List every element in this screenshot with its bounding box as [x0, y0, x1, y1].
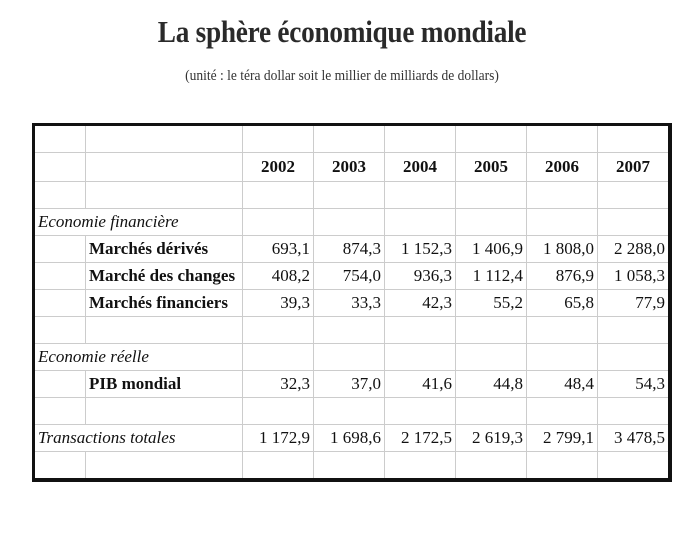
year-header: 2005	[455, 152, 527, 182]
page-title: La sphère économique mondiale	[157, 14, 527, 49]
value-cell: 1 406,9	[455, 235, 527, 263]
value-cell: 1 112,4	[455, 262, 527, 290]
value-cell: 33,3	[313, 289, 385, 317]
value-cell: 1 808,0	[526, 235, 598, 263]
year-header: 2002	[242, 152, 314, 182]
value-cell: 2 619,3	[455, 424, 527, 452]
value-cell: 32,3	[242, 370, 314, 398]
row-label: Marchés financiers	[85, 289, 243, 317]
value-cell: 77,9	[597, 289, 671, 317]
value-cell: 41,6	[384, 370, 456, 398]
value-cell: 39,3	[242, 289, 314, 317]
value-cell: 54,3	[597, 370, 671, 398]
header-row: 2002 2003 2004 2005 2006 2007	[33, 152, 671, 182]
value-cell: 1 058,3	[597, 262, 671, 290]
value-cell: 1 152,3	[384, 235, 456, 263]
row-label: Marchés dérivés	[85, 235, 243, 263]
blank-row	[33, 181, 671, 209]
value-cell: 2 799,1	[526, 424, 598, 452]
value-cell: 2 288,0	[597, 235, 671, 263]
value-cell: 3 478,5	[597, 424, 671, 452]
total-row: Transactions totales 1 172,9 1 698,6 2 172,…	[33, 424, 671, 452]
table-row: PIB mondial 32,3 37,0 41,6 44,8 48,4 54,3	[33, 370, 671, 398]
value-cell: 37,0	[313, 370, 385, 398]
total-label: Transactions totales	[33, 424, 243, 452]
year-header: 2004	[384, 152, 456, 182]
value-cell: 754,0	[313, 262, 385, 290]
value-cell: 48,4	[526, 370, 598, 398]
value-cell: 65,8	[526, 289, 598, 317]
value-cell: 874,3	[313, 235, 385, 263]
value-cell: 1 172,9	[242, 424, 314, 452]
row-label: PIB mondial	[85, 370, 243, 398]
value-cell: 936,3	[384, 262, 456, 290]
subtitle: (unité : le téra dollar soit le millier …	[185, 68, 499, 84]
year-header: 2007	[597, 152, 671, 182]
value-cell: 44,8	[455, 370, 527, 398]
blank-row	[33, 316, 671, 344]
value-cell: 408,2	[242, 262, 314, 290]
row-label: Marché des changes	[85, 262, 243, 290]
section-row: Economie financière	[33, 208, 671, 236]
table-row: Marché des changes 408,2 754,0 936,3 1 112,4…	[33, 262, 671, 290]
year-header: 2003	[313, 152, 385, 182]
table-row: Marchés dérivés 693,1 874,3 1 152,3 1 406,9 1…	[33, 235, 671, 263]
blank-row	[33, 451, 671, 481]
table-row: Marchés financiers 39,3 33,3 42,3 55,2 65,8 77…	[33, 289, 671, 317]
section-label: Economie financière	[33, 208, 243, 236]
value-cell: 1 698,6	[313, 424, 385, 452]
value-cell: 2 172,5	[384, 424, 456, 452]
value-cell: 55,2	[455, 289, 527, 317]
year-header: 2006	[526, 152, 598, 182]
data-table: 2002 2003 2004 2005 2006 2007 Economie financi…	[32, 123, 672, 482]
value-cell: 693,1	[242, 235, 314, 263]
blank-row	[33, 397, 671, 425]
section-label: Economie réelle	[33, 343, 243, 371]
value-cell: 876,9	[526, 262, 598, 290]
section-row: Economie réelle	[33, 343, 671, 371]
blank-row	[33, 124, 671, 153]
value-cell: 42,3	[384, 289, 456, 317]
